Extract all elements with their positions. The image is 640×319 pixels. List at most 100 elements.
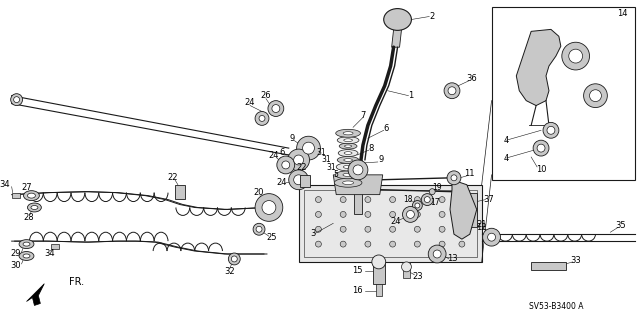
Text: 33: 33: [570, 256, 581, 265]
Circle shape: [488, 233, 495, 241]
Circle shape: [228, 253, 240, 265]
Circle shape: [365, 241, 371, 247]
Text: 9: 9: [378, 155, 383, 165]
Text: 2: 2: [429, 12, 435, 21]
Bar: [175, 185, 185, 199]
Polygon shape: [450, 180, 477, 239]
Circle shape: [272, 105, 280, 113]
Ellipse shape: [337, 157, 359, 163]
Circle shape: [316, 241, 321, 247]
Circle shape: [282, 161, 290, 169]
Circle shape: [451, 175, 457, 181]
Ellipse shape: [28, 203, 42, 212]
Circle shape: [348, 160, 368, 180]
Text: 13: 13: [447, 255, 458, 263]
Ellipse shape: [338, 150, 358, 157]
Ellipse shape: [19, 240, 34, 249]
Circle shape: [421, 194, 433, 205]
Circle shape: [414, 241, 420, 247]
Circle shape: [414, 197, 420, 203]
Bar: [12, 193, 20, 197]
Text: 20: 20: [254, 188, 264, 197]
Circle shape: [390, 197, 396, 203]
Circle shape: [294, 155, 303, 165]
Circle shape: [415, 203, 420, 208]
Circle shape: [365, 197, 371, 203]
Text: 16: 16: [352, 286, 363, 295]
Circle shape: [268, 100, 284, 116]
Ellipse shape: [384, 9, 412, 30]
Ellipse shape: [19, 251, 34, 260]
Bar: [457, 193, 477, 227]
Circle shape: [303, 142, 314, 154]
Ellipse shape: [28, 193, 35, 198]
Circle shape: [459, 226, 465, 232]
Text: 4: 4: [504, 153, 509, 162]
Circle shape: [406, 211, 414, 219]
Ellipse shape: [343, 132, 353, 135]
Text: FR.: FR.: [69, 277, 84, 287]
Circle shape: [459, 197, 465, 203]
Polygon shape: [516, 29, 561, 106]
Circle shape: [412, 201, 422, 211]
Circle shape: [459, 211, 465, 217]
Text: 24: 24: [390, 217, 401, 226]
Text: 10: 10: [536, 165, 547, 174]
Circle shape: [547, 126, 555, 134]
Circle shape: [483, 228, 500, 246]
Ellipse shape: [334, 178, 362, 187]
Circle shape: [403, 206, 419, 222]
Circle shape: [11, 94, 22, 106]
Polygon shape: [26, 284, 44, 306]
Text: 35: 35: [615, 221, 625, 230]
Circle shape: [365, 211, 371, 217]
Text: 37: 37: [483, 195, 494, 204]
Text: 32: 32: [224, 267, 235, 276]
Circle shape: [353, 165, 363, 175]
Text: 34: 34: [44, 249, 54, 258]
Circle shape: [537, 144, 545, 152]
Circle shape: [340, 226, 346, 232]
Circle shape: [447, 171, 461, 185]
Circle shape: [316, 197, 321, 203]
Text: 6: 6: [383, 124, 388, 133]
Bar: [51, 244, 59, 249]
Circle shape: [340, 211, 346, 217]
Polygon shape: [333, 175, 383, 195]
Circle shape: [414, 211, 420, 217]
Text: 30: 30: [10, 261, 20, 271]
Text: 17: 17: [430, 198, 440, 207]
Circle shape: [255, 112, 269, 125]
Circle shape: [444, 83, 460, 99]
Text: 29: 29: [10, 249, 20, 258]
Text: 31: 31: [326, 163, 336, 172]
Circle shape: [262, 201, 276, 214]
Text: 11: 11: [465, 169, 475, 178]
Bar: [300, 175, 310, 187]
Text: 12: 12: [476, 223, 487, 232]
Ellipse shape: [344, 159, 353, 161]
Ellipse shape: [336, 129, 360, 137]
Text: SV53-B3400 A: SV53-B3400 A: [529, 302, 583, 311]
Text: 19: 19: [433, 183, 442, 192]
Circle shape: [256, 226, 262, 232]
Text: 7: 7: [360, 111, 365, 120]
Circle shape: [569, 49, 582, 63]
Circle shape: [459, 241, 465, 247]
Text: 15: 15: [353, 266, 363, 275]
Text: 18: 18: [403, 195, 412, 204]
Text: 31: 31: [317, 148, 326, 157]
Ellipse shape: [344, 152, 352, 154]
Bar: [299, 185, 482, 262]
Text: 36: 36: [467, 74, 477, 83]
Text: 24: 24: [244, 98, 254, 107]
Circle shape: [401, 262, 412, 272]
Circle shape: [255, 194, 283, 221]
Text: 24: 24: [276, 178, 287, 187]
Ellipse shape: [342, 181, 354, 184]
Circle shape: [294, 175, 303, 185]
Circle shape: [562, 42, 589, 70]
Circle shape: [433, 250, 441, 258]
Circle shape: [414, 226, 420, 232]
Circle shape: [424, 197, 430, 203]
